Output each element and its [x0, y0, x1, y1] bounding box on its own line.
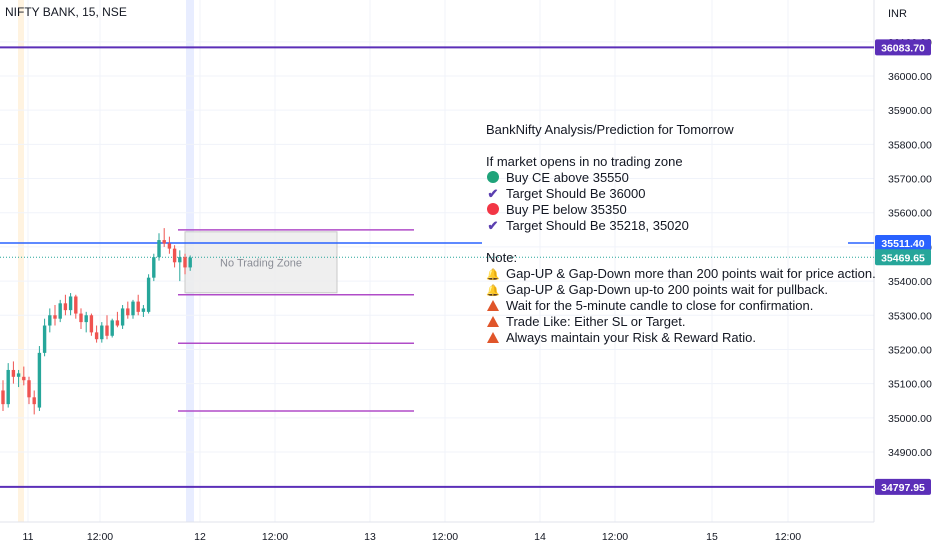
annotation-intro: If market opens in no trading zone	[486, 154, 683, 169]
candle-body	[58, 303, 62, 319]
price-tick-label: 34900.00	[888, 447, 932, 459]
candle-body	[89, 315, 94, 333]
annotation-item: ✔ Target Should Be 35218, 35020	[487, 218, 689, 233]
check-icon: ✔	[487, 218, 499, 233]
candle-body	[167, 243, 172, 249]
annotation-item: ✔ Target Should Be 36000	[487, 186, 646, 201]
time-tick-label: 11	[23, 531, 34, 543]
candle-body	[146, 277, 151, 312]
price-level-tag-label: 35511.40	[881, 238, 924, 250]
candle-body	[141, 308, 146, 312]
candle-body	[178, 257, 182, 263]
analysis-annotation: BankNifty Analysis/Prediction for Tomorr…	[486, 122, 876, 346]
symbol-title[interactable]: NIFTY BANK, 15, NSE	[5, 5, 127, 19]
no-trading-zone-label: No Trading Zone	[220, 257, 302, 269]
candle-body	[162, 240, 166, 244]
candle-body	[115, 320, 120, 326]
candle-body	[131, 301, 135, 316]
candle-body	[126, 308, 130, 316]
candle-body	[16, 373, 21, 377]
price-tick-label: 35300.00	[888, 310, 932, 322]
annotation-item: Buy CE above 35550	[486, 170, 876, 186]
price-tick-label: 35200.00	[888, 344, 932, 356]
note-item: Always maintain your Risk & Reward Ratio…	[486, 330, 876, 346]
note-item: 🔔 Gap-UP & Gap-Down more than 200 points …	[486, 266, 876, 281]
time-tick-label: 12:00	[432, 531, 458, 543]
candle-body	[105, 325, 109, 336]
green-circle-icon	[487, 171, 499, 183]
price-tick-label: 35400.00	[888, 276, 932, 288]
time-tick-label: 15	[706, 531, 718, 543]
candle-body	[100, 325, 104, 340]
note-item: 🔔 Gap-UP & Gap-Down up-to 200 points wait…	[486, 282, 829, 297]
warning-icon	[487, 316, 499, 327]
candle-body	[53, 315, 57, 319]
candle-body	[120, 308, 125, 326]
price-level-tag[interactable]	[875, 39, 931, 56]
annotation-item: Buy PE below 35350	[486, 202, 876, 218]
price-tick-label: 35000.00	[888, 413, 932, 425]
candle-body	[74, 296, 78, 314]
candle-body	[27, 380, 31, 398]
candle-body	[94, 332, 99, 340]
price-tick-label: 36000.00	[888, 71, 932, 83]
candle-body	[188, 257, 192, 268]
candle-body	[42, 325, 47, 353]
candle-body	[1, 390, 5, 405]
candle-body	[11, 369, 16, 377]
bell-icon: 🔔	[486, 285, 500, 297]
note-item: Wait for the 5-minute candle to close fo…	[486, 298, 876, 314]
bell-icon: 🔔	[486, 269, 500, 281]
price-tick-label: 35800.00	[888, 139, 932, 151]
candle-body	[136, 301, 140, 312]
warning-icon	[487, 332, 499, 343]
candle-body	[152, 257, 156, 278]
candle-body	[48, 315, 52, 326]
currency-label: INR	[888, 8, 907, 20]
price-level-tag[interactable]	[875, 235, 931, 252]
candle-body	[110, 320, 114, 336]
time-tick-label: 12	[194, 531, 206, 543]
red-circle-icon	[487, 203, 499, 215]
time-tick-label: 12:00	[87, 531, 113, 543]
price-level-tag-label: 35469.65	[881, 252, 925, 264]
time-tick-label: 12:00	[775, 531, 801, 543]
candle-body	[84, 315, 88, 323]
price-level-tag-label: 34797.95	[881, 482, 925, 494]
candle-body	[22, 376, 26, 381]
candle-body	[157, 240, 161, 258]
session-highlight	[18, 0, 24, 522]
candle-body	[79, 313, 83, 323]
candle-body	[32, 397, 36, 405]
price-level-tag[interactable]	[875, 249, 931, 266]
candle-body	[172, 248, 177, 263]
price-tick-label: 35700.00	[888, 174, 932, 186]
candle-body	[63, 303, 68, 311]
annotation-title: BankNifty Analysis/Prediction for Tomorr…	[486, 122, 734, 137]
candle-body	[37, 352, 42, 408]
time-tick-label: 14	[534, 531, 546, 543]
time-tick-label: 12:00	[262, 531, 288, 543]
price-tick-label: 35600.00	[888, 208, 932, 220]
price-tick-label: 35900.00	[888, 105, 932, 117]
note-item: Trade Like: Either SL or Target.	[486, 314, 876, 330]
note-label: Note:	[486, 250, 518, 265]
check-icon: ✔	[487, 186, 499, 201]
price-level-tag-label: 36083.70	[881, 42, 925, 54]
candle-body	[183, 257, 187, 268]
price-tick-label: 35100.00	[888, 379, 932, 391]
candle-body	[68, 296, 73, 311]
candle-body	[6, 369, 10, 405]
price-level-tag[interactable]	[875, 478, 931, 495]
time-tick-label: 13	[364, 531, 376, 543]
time-tick-label: 12:00	[602, 531, 628, 543]
warning-icon	[487, 300, 499, 311]
